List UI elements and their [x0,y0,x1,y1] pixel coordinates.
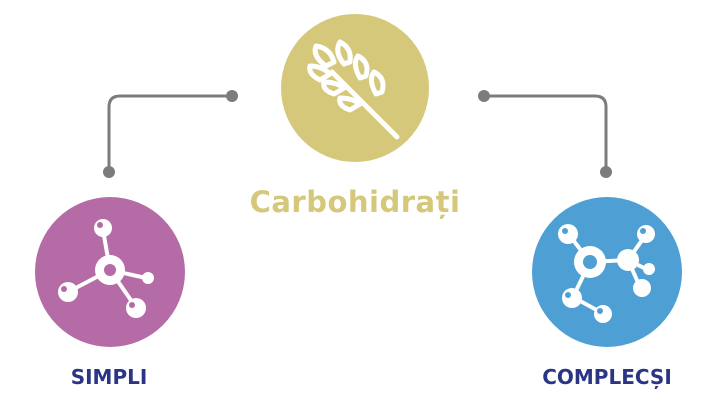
simple-label: SIMPLI [70,365,148,389]
wheat-icon [307,39,400,140]
complex-molecule-icon [558,224,655,323]
simple-node [35,197,185,347]
left-connector [103,90,238,178]
diagram-title: Carbohidrați [249,185,461,219]
carbohydrates-circle [281,14,429,162]
complex-label: COMPLECȘI [542,365,672,389]
complex-node [532,197,682,347]
carbohydrates-node [281,14,429,162]
right-connector [478,90,612,178]
simple-molecule-icon [58,219,154,318]
complex-circle [532,197,682,347]
